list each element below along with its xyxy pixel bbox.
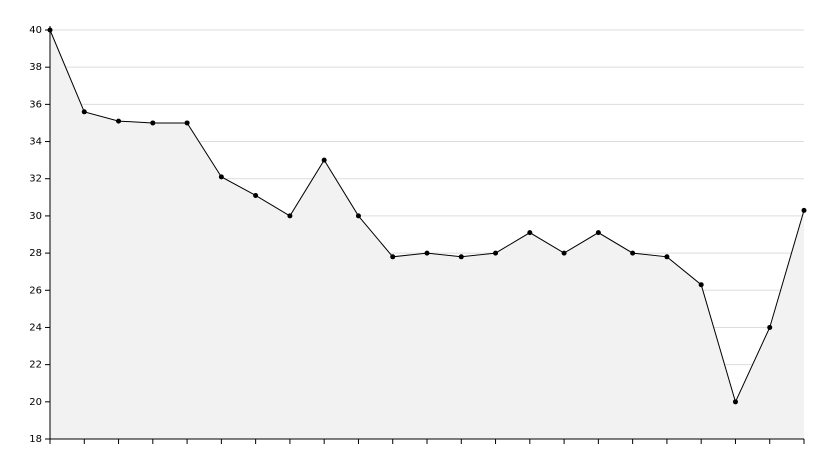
- y-tick-label: 36: [29, 99, 42, 110]
- point: [698, 282, 704, 288]
- point: [732, 399, 738, 405]
- y-tick-label: 24: [29, 322, 42, 333]
- point: [561, 250, 567, 256]
- point: [664, 254, 670, 260]
- point: [595, 230, 601, 236]
- point: [630, 250, 636, 256]
- y-tick-label: 18: [29, 434, 42, 445]
- y-tick-label: 20: [29, 397, 42, 408]
- point: [81, 109, 87, 115]
- y-tick-label: 40: [29, 25, 42, 36]
- point: [150, 120, 156, 126]
- y-tick-label: 26: [29, 285, 42, 296]
- y-tick-label: 22: [29, 360, 42, 371]
- point: [527, 230, 533, 236]
- y-tick-label: 34: [29, 137, 42, 148]
- point: [355, 213, 361, 219]
- y-tick-label: 32: [29, 174, 42, 185]
- area: [50, 30, 804, 439]
- point: [321, 157, 327, 163]
- y-tick-label: 38: [29, 62, 42, 73]
- point: [253, 192, 259, 198]
- point: [458, 254, 464, 260]
- point: [493, 250, 499, 256]
- y-tick-label: 28: [29, 248, 42, 259]
- point: [184, 120, 190, 126]
- point: [218, 174, 224, 180]
- point: [767, 324, 773, 330]
- point: [424, 250, 430, 256]
- point: [287, 213, 293, 219]
- y-tick-label: 30: [29, 211, 42, 222]
- point: [801, 207, 807, 213]
- point: [116, 118, 122, 124]
- point: [390, 254, 396, 260]
